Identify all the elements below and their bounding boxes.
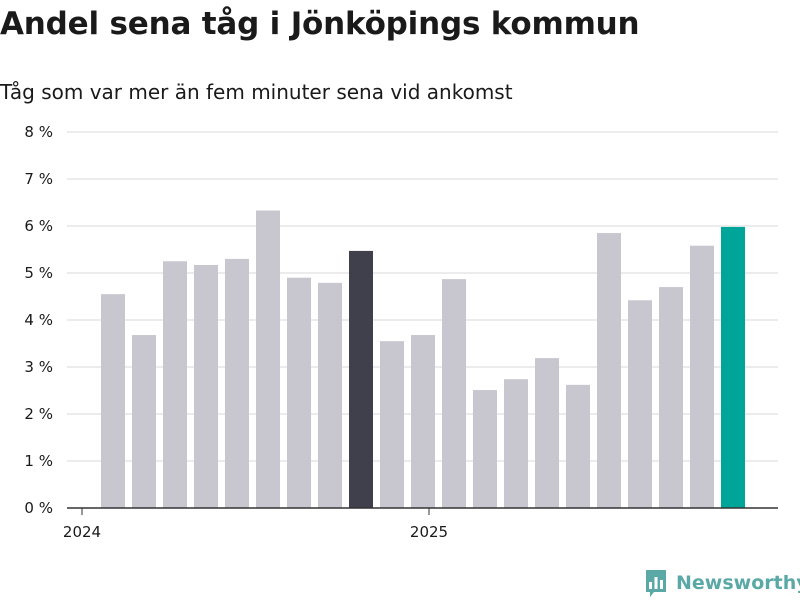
bar-2024-07 <box>256 210 280 509</box>
bar-2025-06 <box>597 233 621 509</box>
chart-title: Andel sena tåg i Jönköpings kommun <box>0 6 640 42</box>
y-tick-label: 5 % <box>24 264 53 282</box>
x-tick-label: 2025 <box>410 523 448 541</box>
bar-2024-02 <box>101 294 125 508</box>
bar-2024-04 <box>163 261 187 508</box>
newsworthy-logo: Newsworthy <box>644 568 800 598</box>
bar-2024-08 <box>287 277 311 508</box>
y-tick-label: 4 % <box>24 311 53 329</box>
bar-2025-04 <box>535 358 559 508</box>
y-tick-label: 8 % <box>24 123 53 141</box>
bar-2025-03 <box>504 379 528 508</box>
bar-2024-09 <box>318 282 342 508</box>
bar-2024-11 <box>380 341 404 508</box>
y-tick-label: 0 % <box>24 499 53 517</box>
bar-2025-07 <box>628 300 652 508</box>
bar-2024-03 <box>132 335 156 508</box>
bar-2025-05 <box>566 384 590 508</box>
y-axis-ticks: 0 % 1 % 2 % 3 % 4 % 5 % 6 % 7 % 8 % <box>24 123 53 517</box>
bar-2025-10 <box>721 226 745 508</box>
bar-2024-06 <box>225 258 249 508</box>
bar-2025-01 <box>442 279 466 508</box>
newsworthy-logo-icon <box>646 570 666 597</box>
bars <box>101 210 745 509</box>
y-tick-label: 6 % <box>24 217 53 235</box>
chart-subtitle: Tåg som var mer än fem minuter sena vid … <box>0 80 513 104</box>
bar-2024-05 <box>194 265 218 508</box>
y-tick-label: 3 % <box>24 358 53 376</box>
bar-2024-10 <box>349 250 373 508</box>
newsworthy-logo-text: Newsworthy <box>676 572 800 594</box>
bar-2025-09 <box>690 245 714 509</box>
bar-2025-08 <box>659 287 683 508</box>
x-axis-ticks: 2024 2025 <box>63 508 448 541</box>
y-tick-label: 7 % <box>24 170 53 188</box>
bar-2024-12 <box>411 335 435 508</box>
x-tick-label: 2024 <box>63 523 101 541</box>
y-tick-label: 1 % <box>24 452 53 470</box>
y-tick-label: 2 % <box>24 405 53 423</box>
bar-2025-02 <box>473 390 497 508</box>
